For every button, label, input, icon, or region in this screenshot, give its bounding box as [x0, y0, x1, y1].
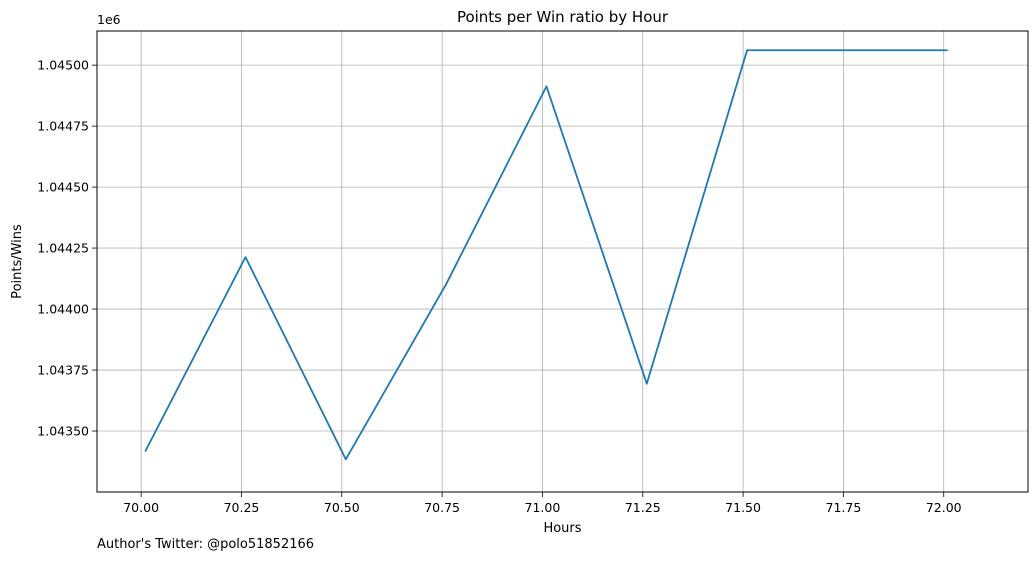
x-tick-label: 70.25: [224, 500, 260, 515]
y-tick-label: 1.04350: [37, 424, 89, 439]
x-tick-label: 71.75: [826, 500, 862, 515]
x-tick-label: 70.00: [123, 500, 159, 515]
x-axis-label: Hours: [543, 521, 581, 536]
author-twitter-note: Author's Twitter: @polo51852166: [97, 537, 315, 552]
y-tick-label: 1.04500: [37, 58, 89, 73]
chart-title: Points per Win ratio by Hour: [457, 8, 669, 26]
y-tick-label: 1.04450: [37, 180, 89, 195]
x-tick-label: 70.75: [424, 500, 460, 515]
y-tick-label: 1.04400: [37, 302, 89, 317]
x-axis-ticks: 70.00 70.25 70.50 70.75 71.00 71.25 71.50 71.75…: [123, 492, 962, 515]
y-tick-label: 1.04425: [37, 241, 89, 256]
x-tick-label: 71.50: [725, 500, 761, 515]
y-tick-label: 1.04375: [37, 363, 89, 378]
x-tick-label: 72.00: [926, 500, 962, 515]
plot-frame: [96, 30, 1029, 493]
series-line-points-per-win: [144, 49, 948, 461]
x-tick-label: 70.50: [324, 500, 360, 515]
x-tick-label: 71.00: [525, 500, 561, 515]
y-axis-ticks: 1.04350 1.04375 1.04400 1.04425 1.04450 1.044…: [37, 58, 97, 439]
y-tick-label: 1.04475: [37, 119, 89, 134]
y-offset-label: 1e6: [97, 12, 121, 27]
y-axis-label: Points/Wins: [10, 224, 25, 299]
grid-lines: [97, 31, 1028, 492]
x-tick-label: 71.25: [625, 500, 661, 515]
